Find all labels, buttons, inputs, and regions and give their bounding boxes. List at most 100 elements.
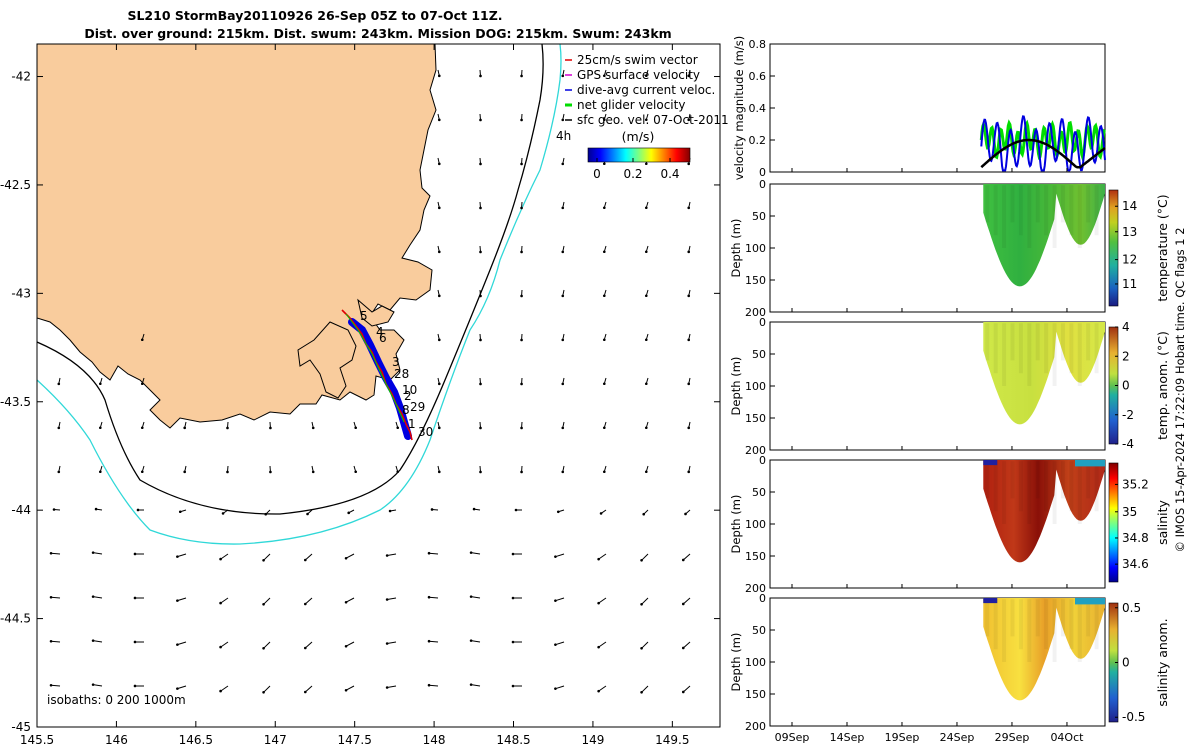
velocity-arrow bbox=[471, 684, 481, 687]
map-frame bbox=[36, 43, 721, 728]
velocity-arrow-head bbox=[644, 74, 648, 78]
velocity-arrow-head bbox=[430, 508, 434, 511]
legend-label: sfc geo. vel. 07-Oct-2011 bbox=[577, 113, 729, 127]
map-xtick-label: 148 bbox=[423, 733, 446, 747]
depth-ytick-label: 200 bbox=[745, 306, 766, 319]
velocity-arrow-head bbox=[644, 118, 648, 122]
velocity-arrow bbox=[387, 685, 397, 688]
track-day-label: 29 bbox=[410, 400, 425, 414]
velocity-arrow-head bbox=[385, 554, 389, 557]
velocity-arrow-head bbox=[91, 551, 95, 554]
depth-ytick-label: 0 bbox=[759, 316, 766, 329]
depth-ylabel: Depth (m) bbox=[729, 495, 743, 554]
velocity-arrow-head bbox=[344, 556, 348, 560]
velocity-arrow-head bbox=[687, 426, 691, 430]
track-day-label: 2 bbox=[404, 389, 412, 403]
velocity-arrow bbox=[682, 597, 691, 605]
velocity-arrow-head bbox=[602, 470, 606, 474]
depth-ytick-label: 50 bbox=[752, 348, 766, 361]
velocity-arrow-head bbox=[554, 643, 557, 646]
velocity-arrow-head bbox=[644, 294, 648, 298]
velocity-arrow-head bbox=[183, 426, 186, 430]
velocity-arrow-head bbox=[91, 639, 95, 642]
velocity-arrow bbox=[177, 553, 187, 558]
velocity-ylabel: velocity magnitude (m/s) bbox=[732, 36, 746, 181]
velocity-arrow-head bbox=[479, 206, 482, 210]
title-line1: SL210 StormBay20110926 26-Sep 05Z to 07-… bbox=[127, 8, 502, 23]
velocity-ytick-label: 0.8 bbox=[749, 38, 767, 51]
velocity-arrow-head bbox=[644, 250, 648, 254]
colorbar-tick-label: 0 bbox=[1122, 379, 1130, 393]
colorbar-label: (m/s) bbox=[622, 129, 655, 144]
depth-ytick-label: 50 bbox=[752, 624, 766, 637]
velocity-arrow-head bbox=[602, 118, 606, 122]
velocity-arrow-head bbox=[644, 426, 648, 430]
velocity-axes bbox=[769, 43, 1106, 173]
velocity-arrow-head bbox=[91, 683, 95, 686]
velocity-arrow bbox=[93, 684, 103, 687]
time-axis-ticks: 09Sep 14Sep 19Sep 24Sep 29Sep 04Oct bbox=[775, 168, 1084, 744]
colorbar-tick-label: 2 bbox=[1122, 349, 1130, 363]
velocity-arrow-head bbox=[561, 470, 565, 474]
depth-ytick-label: 0 bbox=[759, 592, 766, 605]
velocity-arrow-head bbox=[427, 683, 431, 687]
track-day-label: 8 bbox=[402, 403, 410, 417]
velocity-arrow-head bbox=[561, 382, 565, 386]
velocity-arrow bbox=[50, 684, 61, 687]
velocity-arrow-head bbox=[644, 470, 648, 474]
colorbar-tick-label: 11 bbox=[1122, 277, 1137, 291]
velocity-arrow-head bbox=[520, 206, 523, 210]
velocity-arrow bbox=[304, 641, 313, 649]
velocity-arrow-head bbox=[479, 426, 482, 430]
velocity-arrow-head bbox=[554, 599, 557, 602]
velocity-arrow bbox=[263, 685, 271, 693]
depth-ylabel: Depth (m) bbox=[729, 357, 743, 416]
velocity-arrow-head bbox=[520, 294, 523, 298]
velocity-arrow-head bbox=[437, 338, 441, 342]
velocity-arrow-head bbox=[183, 470, 186, 474]
section-fill bbox=[983, 322, 1105, 425]
velocity-arrow-head bbox=[52, 508, 56, 511]
velocity-arrow-head bbox=[176, 687, 179, 690]
colorbar-tick-label: 35 bbox=[1122, 505, 1137, 519]
track-day-label: 3 bbox=[392, 355, 400, 369]
velocity-arrow-head bbox=[140, 382, 144, 386]
colorbar-label: salinity anom. bbox=[1155, 618, 1170, 706]
velocity-arrow bbox=[471, 640, 481, 643]
velocity-arrow-head bbox=[561, 206, 565, 210]
velocity-arrow-head bbox=[687, 74, 691, 78]
velocity-arrow-head bbox=[479, 382, 482, 386]
velocity-arrow bbox=[555, 597, 565, 602]
velocity-arrow bbox=[555, 553, 565, 558]
velocity-arrow-head bbox=[354, 426, 358, 430]
time-tick-label: 14Sep bbox=[830, 731, 865, 744]
velocity-arrow-head bbox=[687, 162, 691, 166]
velocity-arrow-head bbox=[554, 555, 557, 558]
velocity-arrow-head bbox=[427, 595, 431, 599]
velocity-arrow-head bbox=[556, 510, 560, 514]
velocity-arrow-head bbox=[427, 551, 431, 555]
velocity-arrow-head bbox=[303, 558, 307, 562]
velocity-arrow-head bbox=[602, 294, 606, 298]
velocity-arrow-head bbox=[687, 118, 691, 122]
colorbar-label: temp. anom. (°C) bbox=[1155, 331, 1170, 440]
velocity-arrow bbox=[304, 553, 313, 561]
velocity-ytick-label: 0 bbox=[759, 166, 766, 179]
velocity-arrow-head bbox=[687, 382, 691, 386]
velocity-arrow-head bbox=[219, 645, 222, 649]
velocity-arrow bbox=[93, 552, 103, 555]
velocity-arrow-head bbox=[226, 426, 229, 430]
velocity-arrow-head bbox=[303, 646, 307, 650]
depth-ytick-label: 0 bbox=[759, 178, 766, 191]
velocity-arrow-head bbox=[479, 162, 482, 166]
depth-ytick-label: 0 bbox=[759, 454, 766, 467]
velocity-arrow-head bbox=[687, 250, 691, 254]
velocity-arrow bbox=[345, 597, 355, 603]
colorbar-tick-label: 35.2 bbox=[1122, 477, 1149, 491]
velocity-arrow bbox=[641, 597, 649, 605]
colorbar-tick-label: 14 bbox=[1122, 199, 1137, 213]
map-ytick-label: -43 bbox=[11, 286, 31, 300]
surface-fresh-patch bbox=[983, 460, 998, 466]
